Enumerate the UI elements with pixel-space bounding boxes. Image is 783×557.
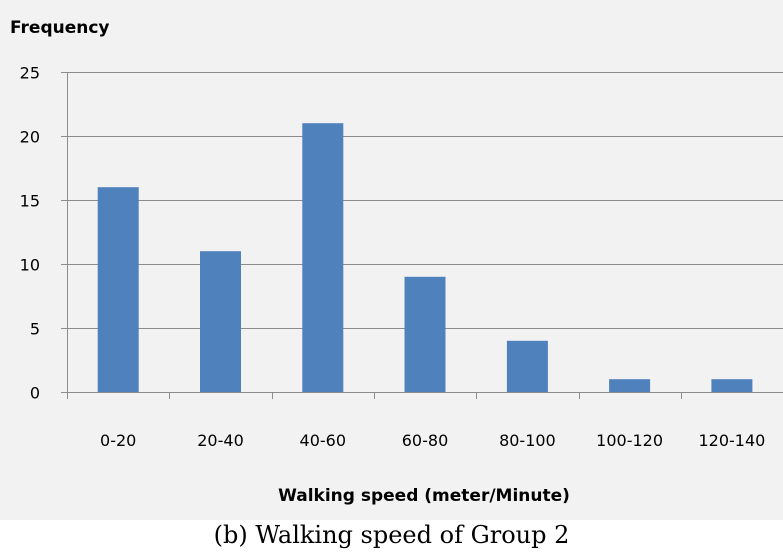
- chart-area: 0 5 10 15 20 25 0-20 20-40 40-60 60-80 80-100 100-1…: [0, 0, 783, 520]
- bar-chart: 0 5 10 15 20 25 0-20 20-40 40-60 60-80 80-100 100-1…: [10, 18, 783, 506]
- bar: [404, 276, 446, 392]
- bar: [506, 340, 548, 392]
- y-tick-label: 15: [20, 192, 40, 211]
- y-tick-label: 5: [30, 320, 40, 339]
- x-axis-title: Walking speed (meter/Minute): [278, 486, 570, 506]
- y-tick-label: 0: [30, 384, 40, 403]
- x-tick-label: 0-20: [100, 431, 136, 450]
- x-tick-label: 120-140: [698, 431, 765, 450]
- x-tick-label: 80-100: [499, 431, 556, 450]
- y-tick-label: 20: [20, 128, 40, 147]
- bar: [711, 379, 753, 392]
- bar: [200, 251, 241, 392]
- y-tick-label: 10: [20, 256, 40, 275]
- x-tick-label: 100-120: [596, 431, 663, 450]
- figure-caption: (b) Walking speed of Group 2: [213, 521, 570, 549]
- x-tick-label: 40-60: [300, 431, 347, 450]
- bar: [97, 187, 139, 392]
- bar: [609, 379, 651, 392]
- y-tick-label: 25: [20, 64, 40, 83]
- x-tick-label: 60-80: [402, 431, 449, 450]
- x-tick-label: 20-40: [197, 431, 244, 450]
- bar: [302, 123, 344, 392]
- y-axis-title: Frequency: [10, 18, 110, 38]
